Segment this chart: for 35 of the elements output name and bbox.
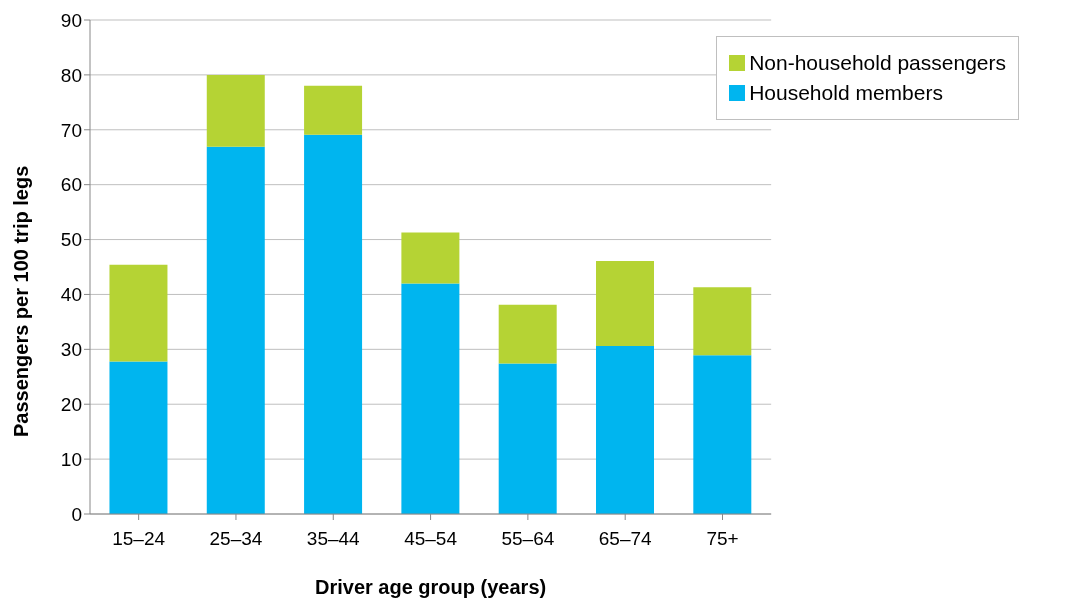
y-tick-label: 30: [60, 339, 82, 361]
legend-label: Household members: [749, 81, 943, 105]
bar: [596, 346, 654, 514]
legend-label: Non-household passengers: [749, 51, 1006, 75]
x-tick-label: 55–64: [501, 528, 555, 550]
bar: [109, 361, 168, 514]
x-tick-label: 65–74: [598, 528, 653, 550]
y-tick-label: 0: [71, 503, 82, 525]
y-tick-label: 90: [60, 9, 82, 31]
bar: [498, 363, 557, 514]
bar: [206, 74, 265, 147]
bar: [206, 146, 265, 514]
x-tick-label: 75+: [706, 528, 739, 550]
y-tick-label: 60: [60, 174, 82, 196]
x-tick-label: 15–24: [112, 528, 166, 550]
y-tick-label: 80: [60, 64, 82, 86]
y-axis-title: Passengers per 100 trip legs: [10, 165, 33, 437]
x-tick-label: 35–44: [306, 528, 361, 550]
y-tick-label: 50: [60, 229, 82, 251]
y-tick-label: 40: [60, 284, 82, 306]
bar: [304, 134, 363, 514]
bar: [109, 264, 168, 362]
x-axis-title: Driver age group (years): [314, 576, 547, 598]
bar: [304, 85, 363, 135]
bar: [401, 232, 460, 284]
y-tick-label: 70: [60, 119, 82, 141]
bar: [693, 355, 752, 514]
y-tick-label: 10: [60, 448, 82, 470]
bar: [693, 287, 752, 356]
bar: [401, 283, 460, 514]
bar: [596, 260, 654, 347]
x-tick-label: 45–54: [404, 528, 458, 550]
bar: [498, 304, 557, 364]
y-tick-label: 20: [60, 393, 82, 415]
x-tick-label: 25–34: [209, 528, 263, 550]
